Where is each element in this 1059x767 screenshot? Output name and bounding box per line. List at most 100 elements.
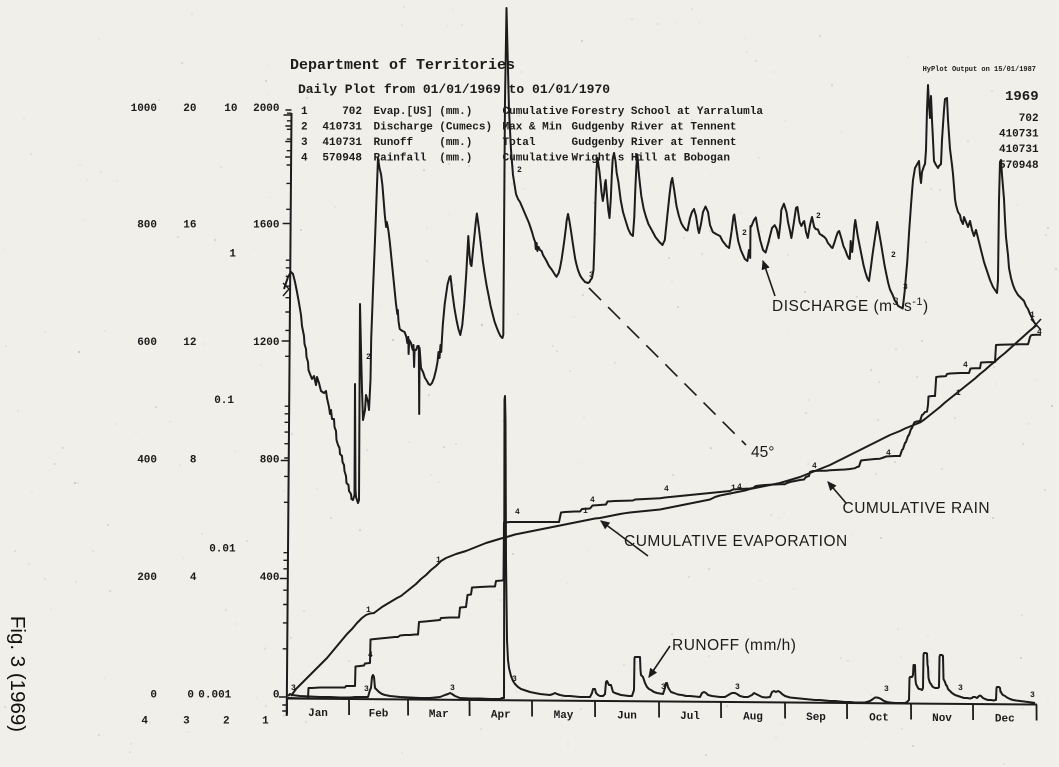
svg-text:1: 1 (436, 556, 441, 565)
svg-text:CUMULATIVE RAIN: CUMULATIVE RAIN (843, 500, 991, 517)
svg-text:1969: 1969 (1005, 89, 1039, 105)
svg-text:Gudgenby River at Tennent: Gudgenby River at Tennent (572, 121, 737, 133)
svg-text:3: 3 (958, 684, 963, 693)
svg-text:(mm.): (mm.) (439, 106, 472, 118)
svg-text:0: 0 (187, 690, 194, 702)
svg-text:2: 2 (223, 716, 230, 728)
svg-text:1200: 1200 (253, 337, 279, 349)
svg-text:1: 1 (262, 716, 269, 728)
svg-text:Forestry School at Yarralumla: Forestry School at Yarralumla (572, 106, 764, 118)
svg-text:800: 800 (137, 220, 157, 232)
svg-text:3: 3 (183, 716, 190, 728)
svg-text:HyPlot Output on 15/01/1987: HyPlot Output on 15/01/1987 (923, 66, 1036, 74)
svg-text:Cumulative: Cumulative (503, 106, 569, 118)
svg-text:Feb: Feb (369, 709, 389, 721)
svg-text:3: 3 (735, 683, 740, 692)
svg-text:4: 4 (737, 483, 742, 492)
svg-text:4: 4 (368, 651, 373, 660)
svg-text:0: 0 (150, 690, 157, 702)
svg-text:570948: 570948 (999, 160, 1039, 172)
svg-text:410731: 410731 (999, 128, 1039, 140)
svg-text:10: 10 (224, 103, 237, 115)
svg-text:3: 3 (291, 684, 296, 693)
svg-text:45°: 45° (751, 444, 774, 461)
svg-text:3: 3 (661, 683, 666, 692)
svg-text:12: 12 (183, 337, 196, 349)
svg-text:4: 4 (590, 496, 595, 505)
svg-text:702: 702 (342, 106, 362, 118)
svg-text:Runoff: Runoff (374, 137, 414, 149)
svg-text:Wright's Hill at Bobogan: Wright's Hill at Bobogan (572, 152, 730, 164)
svg-text:3: 3 (301, 137, 308, 149)
svg-text:4: 4 (141, 716, 148, 728)
svg-text:702: 702 (1019, 113, 1039, 125)
svg-text:3: 3 (884, 685, 889, 694)
svg-text:1: 1 (731, 484, 736, 493)
svg-text:Daily Plot from 01/01/1969 to: Daily Plot from 01/01/1969 to 01/01/1970 (298, 82, 610, 97)
svg-text:20: 20 (183, 103, 196, 115)
svg-text:3: 3 (450, 684, 455, 693)
svg-text:1: 1 (301, 106, 308, 118)
svg-text:4: 4 (301, 152, 308, 164)
svg-text:Evap.[US]: Evap.[US] (374, 106, 433, 118)
svg-text:2: 2 (891, 251, 896, 260)
svg-text:Jul: Jul (680, 711, 700, 723)
svg-text:2: 2 (742, 229, 747, 238)
svg-text:May: May (554, 710, 574, 722)
svg-text:0.001: 0.001 (198, 690, 231, 702)
svg-text:4: 4 (190, 572, 197, 584)
svg-text:4: 4 (664, 485, 669, 494)
svg-text:2: 2 (517, 166, 522, 175)
svg-text:Jun: Jun (617, 711, 637, 723)
svg-text:400: 400 (260, 572, 280, 584)
svg-text:200: 200 (137, 572, 157, 584)
svg-text:Aug: Aug (743, 712, 763, 724)
svg-text:4: 4 (812, 462, 817, 471)
svg-text:3: 3 (512, 675, 517, 684)
svg-text:2: 2 (816, 212, 821, 221)
svg-text:570948: 570948 (322, 152, 362, 164)
svg-text:0: 0 (273, 690, 280, 702)
svg-text:600: 600 (137, 337, 157, 349)
svg-text:410731: 410731 (322, 137, 362, 149)
svg-text:RUNOFF (mm/h): RUNOFF (mm/h) (672, 637, 796, 654)
svg-text:3: 3 (589, 271, 594, 280)
svg-text:Department of Territories: Department of Territories (290, 57, 515, 74)
svg-text:(mm.): (mm.) (439, 152, 472, 164)
svg-text:0.01: 0.01 (209, 544, 236, 556)
svg-text:16: 16 (183, 220, 196, 232)
svg-text:1: 1 (229, 249, 236, 261)
svg-text:Gudgenby River at Tennent: Gudgenby River at Tennent (572, 137, 737, 149)
svg-text:Mar: Mar (429, 709, 449, 721)
svg-text:2: 2 (301, 121, 308, 133)
svg-text:Oct: Oct (869, 713, 889, 725)
svg-text:Sep: Sep (806, 712, 826, 724)
svg-text:1: 1 (1030, 311, 1035, 320)
svg-text:1: 1 (956, 389, 961, 398)
svg-text:1: 1 (366, 606, 371, 615)
svg-text:3: 3 (903, 283, 908, 292)
svg-text:3: 3 (1030, 691, 1035, 700)
svg-text:800: 800 (260, 455, 280, 467)
svg-text:1000: 1000 (131, 103, 157, 115)
svg-text:2: 2 (366, 353, 371, 362)
svg-text:3: 3 (364, 685, 369, 694)
svg-text:410731: 410731 (322, 121, 362, 133)
svg-text:1: 1 (583, 507, 588, 516)
svg-text:(Cumecs): (Cumecs) (439, 121, 492, 133)
svg-text:CUMULATIVE EVAPORATION: CUMULATIVE EVAPORATION (624, 533, 848, 550)
svg-text:Discharge: Discharge (374, 121, 434, 133)
svg-text:Max & Min: Max & Min (503, 121, 562, 133)
svg-text:Cumulative: Cumulative (503, 152, 569, 164)
svg-text:Rainfall: Rainfall (374, 152, 427, 164)
svg-text:DISCHARGE (m3 s-1): DISCHARGE (m3 s-1) (772, 296, 929, 315)
svg-text:410731: 410731 (999, 144, 1039, 156)
svg-text:1600: 1600 (253, 220, 279, 232)
svg-text:4: 4 (963, 361, 968, 370)
svg-text:(mm.): (mm.) (439, 137, 472, 149)
svg-text:4: 4 (1037, 328, 1042, 337)
svg-text:400: 400 (137, 455, 157, 467)
svg-text:8: 8 (190, 455, 197, 467)
svg-text:4: 4 (886, 449, 891, 458)
svg-text:Apr: Apr (491, 710, 511, 722)
